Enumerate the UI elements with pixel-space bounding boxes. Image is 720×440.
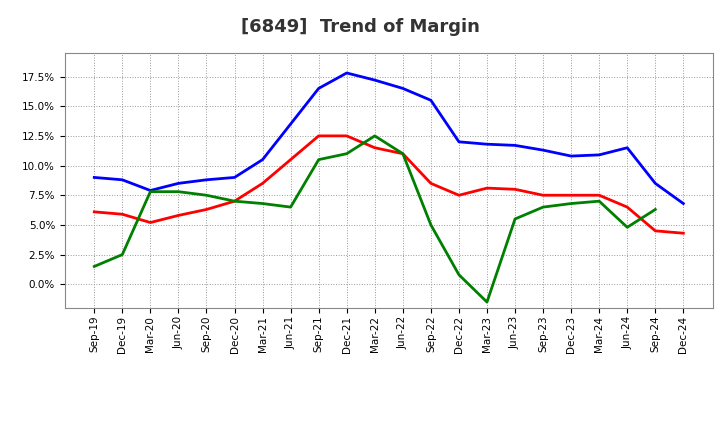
Net Income [90, 209, 99, 214]
Line: Net Income: Net Income [94, 136, 683, 233]
Operating Cashflow [343, 151, 351, 156]
Operating Cashflow [539, 205, 547, 210]
Net Income [426, 181, 435, 186]
Ordinary Income [454, 139, 463, 144]
Operating Cashflow [651, 207, 660, 212]
Line: Ordinary Income: Ordinary Income [94, 73, 683, 204]
Operating Cashflow [202, 193, 211, 198]
Operating Cashflow [454, 272, 463, 277]
Net Income [202, 207, 211, 212]
Operating Cashflow [174, 189, 183, 194]
Operating Cashflow [118, 252, 127, 257]
Operating Cashflow [315, 157, 323, 162]
Ordinary Income [679, 201, 688, 206]
Net Income [174, 213, 183, 218]
Net Income [118, 212, 127, 217]
Net Income [510, 187, 519, 192]
Operating Cashflow [567, 201, 575, 206]
Ordinary Income [651, 181, 660, 186]
Operating Cashflow [258, 201, 267, 206]
Net Income [679, 231, 688, 236]
Net Income [482, 186, 491, 191]
Net Income [343, 133, 351, 139]
Ordinary Income [510, 143, 519, 148]
Operating Cashflow [510, 216, 519, 222]
Operating Cashflow [287, 205, 295, 210]
Text: [6849]  Trend of Margin: [6849] Trend of Margin [240, 18, 480, 36]
Ordinary Income [343, 70, 351, 76]
Net Income [623, 205, 631, 210]
Net Income [454, 193, 463, 198]
Ordinary Income [595, 152, 603, 158]
Ordinary Income [202, 177, 211, 183]
Ordinary Income [567, 154, 575, 159]
Net Income [315, 133, 323, 139]
Ordinary Income [426, 98, 435, 103]
Ordinary Income [287, 121, 295, 127]
Operating Cashflow [398, 151, 407, 156]
Operating Cashflow [595, 198, 603, 204]
Net Income [146, 220, 155, 225]
Ordinary Income [623, 145, 631, 150]
Net Income [230, 198, 239, 204]
Net Income [287, 157, 295, 162]
Operating Cashflow [426, 222, 435, 227]
Operating Cashflow [371, 133, 379, 139]
Ordinary Income [118, 177, 127, 183]
Ordinary Income [539, 147, 547, 153]
Ordinary Income [90, 175, 99, 180]
Net Income [651, 228, 660, 234]
Net Income [398, 151, 407, 156]
Ordinary Income [371, 77, 379, 83]
Operating Cashflow [623, 225, 631, 230]
Net Income [567, 193, 575, 198]
Ordinary Income [146, 188, 155, 193]
Net Income [539, 193, 547, 198]
Ordinary Income [258, 157, 267, 162]
Operating Cashflow [482, 300, 491, 305]
Net Income [371, 145, 379, 150]
Ordinary Income [315, 86, 323, 91]
Ordinary Income [230, 175, 239, 180]
Line: Operating Cashflow: Operating Cashflow [94, 136, 655, 302]
Operating Cashflow [90, 264, 99, 269]
Net Income [595, 193, 603, 198]
Ordinary Income [174, 181, 183, 186]
Operating Cashflow [230, 198, 239, 204]
Operating Cashflow [146, 189, 155, 194]
Net Income [258, 181, 267, 186]
Ordinary Income [482, 142, 491, 147]
Ordinary Income [398, 86, 407, 91]
